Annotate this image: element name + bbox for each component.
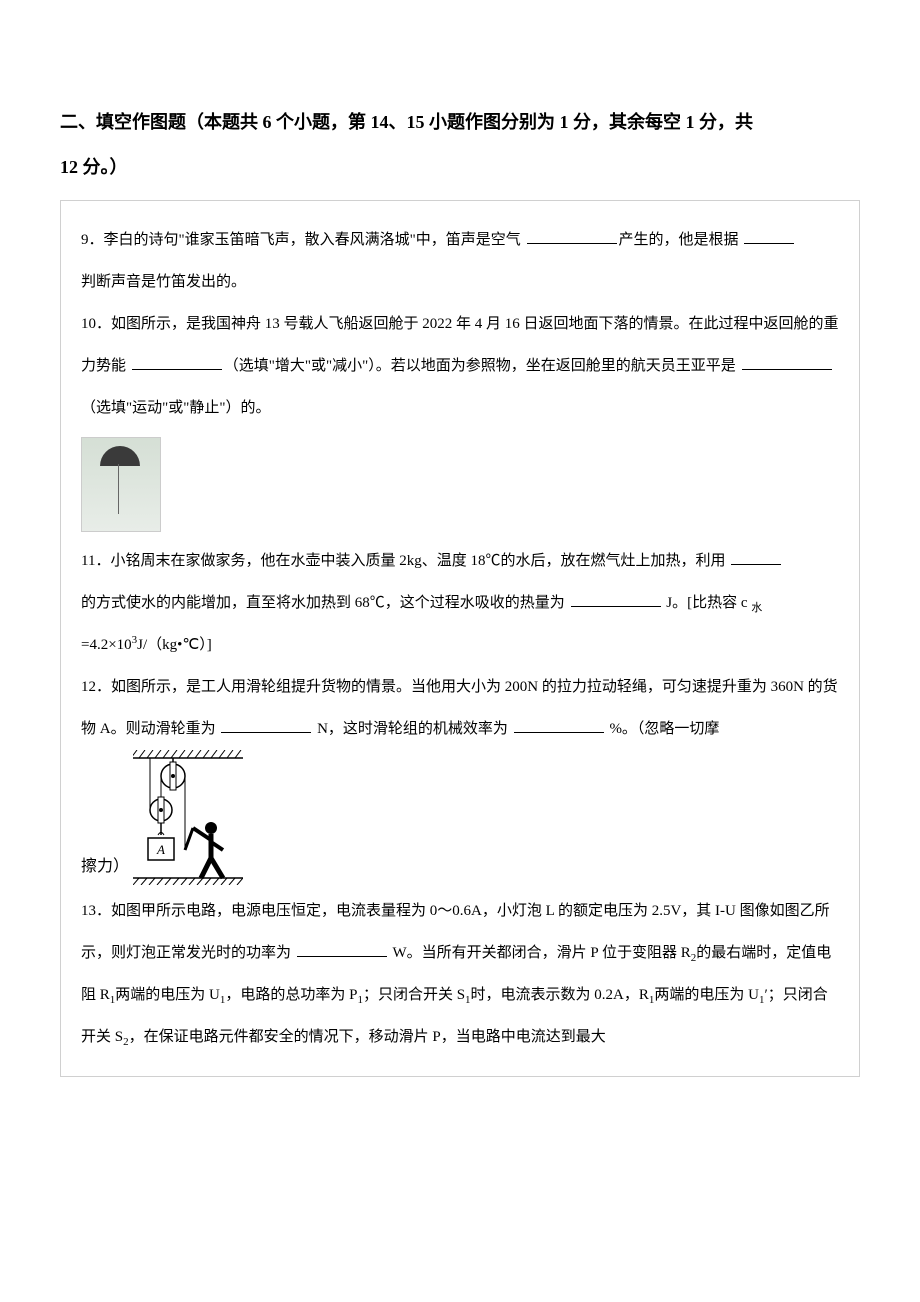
q9-blank1 (527, 229, 617, 244)
q12-p3: %。（忽略一切摩 (606, 721, 720, 737)
q13: 13．如图甲所示电路，电源电压恒定，电流表量程为 0～0.6A，小灯泡 L 的额… (81, 890, 839, 1058)
q12-image-pulley-wrap: A (133, 750, 243, 890)
q13-p8: 两端的电压为 U (654, 987, 759, 1003)
q12-image-pulley: A (133, 750, 243, 885)
q11-sub-water: 水 (751, 602, 762, 614)
q11-p5: J/（kg•℃）] (137, 637, 212, 653)
q11: 11．小铭周末在家做家务，他在水壶中装入质量 2kg、温度 18℃的水后，放在燃… (81, 540, 839, 666)
q11-p1: ．小铭周末在家做家务，他在水壶中装入质量 2kg、温度 18℃的水后，放在燃气灶… (95, 553, 729, 569)
q13-blank1 (297, 942, 387, 957)
q12-p4: 擦力） (81, 858, 129, 875)
q10-blank2 (742, 355, 832, 370)
q11-p2: 的方式使水的内能增加，直至将水加热到 68℃，这个过程水吸收的热量为 (81, 595, 569, 611)
q12-p2: N，这时滑轮组的机械效率为 (313, 721, 511, 737)
q11-p3: J。[比热容 c (663, 595, 752, 611)
q12-num: 12 (81, 679, 96, 695)
q9-num: 9 (81, 232, 89, 248)
q11-blank2 (571, 592, 661, 607)
questions-container: 9．李白的诗句"谁家玉笛暗飞声，散入春风满洛城"中，笛声是空气 产生的，他是根据… (60, 200, 860, 1077)
q13-p2: W。当所有开关都闭合，滑片 P 位于变阻器 R (389, 945, 691, 961)
q11-blank1 (731, 550, 781, 565)
section-title-line1: 二、填空作图题（本题共 6 个小题，第 14、15 小题作图分别为 1 分，其余… (60, 100, 860, 145)
q10-num: 10 (81, 316, 96, 332)
q10-blank1 (132, 355, 222, 370)
q9-p3: 判断声音是竹笛发出的。 (81, 274, 246, 290)
q12: 12．如图所示，是工人用滑轮组提升货物的情景。当他用大小为 200N 的拉力拉动… (81, 666, 839, 750)
q13-p4: 两端的电压为 U (115, 987, 220, 1003)
q11-p4: =4.2×10 (81, 637, 132, 653)
section-header: 二、填空作图题（本题共 6 个小题，第 14、15 小题作图分别为 1 分，其余… (60, 100, 860, 190)
q12-blank2 (514, 718, 604, 733)
q9-p1: ．李白的诗句"谁家玉笛暗飞声，散入春风满洛城"中，笛声是空气 (89, 232, 525, 248)
q13-p5: ，电路的总功率为 P (225, 987, 357, 1003)
q11-num: 11 (81, 553, 95, 569)
q10-p2: （选填"增大"或"减小"）。若以地面为参照物，坐在返回舱里的航天员王亚平是 (224, 358, 740, 374)
q13-p10: ，在保证电路元件都安全的情况下，移动滑片 P，当电路中电流达到最大 (129, 1029, 606, 1045)
q12-blank1 (221, 718, 311, 733)
q9-p2: 产生的，他是根据 (619, 232, 743, 248)
q13-p7: 时，电流表示数为 0.2A，R (471, 987, 649, 1003)
q12-row: 擦力） (81, 750, 839, 890)
q10-p3: （选填"运动"或"静止"）的。 (81, 400, 271, 416)
q9: 9．李白的诗句"谁家玉笛暗飞声，散入春风满洛城"中，笛声是空气 产生的，他是根据… (81, 219, 839, 303)
q9-blank2 (744, 229, 794, 244)
q13-p6: ；只闭合开关 S (363, 987, 465, 1003)
q13-num: 13 (81, 903, 96, 919)
q10: 10．如图所示，是我国神舟 13 号载人飞船返回舱于 2022 年 4 月 16… (81, 303, 839, 429)
q10-image-parachute (81, 437, 161, 532)
section-title-line2: 12 分。） (60, 145, 860, 190)
svg-text:A: A (156, 842, 165, 857)
